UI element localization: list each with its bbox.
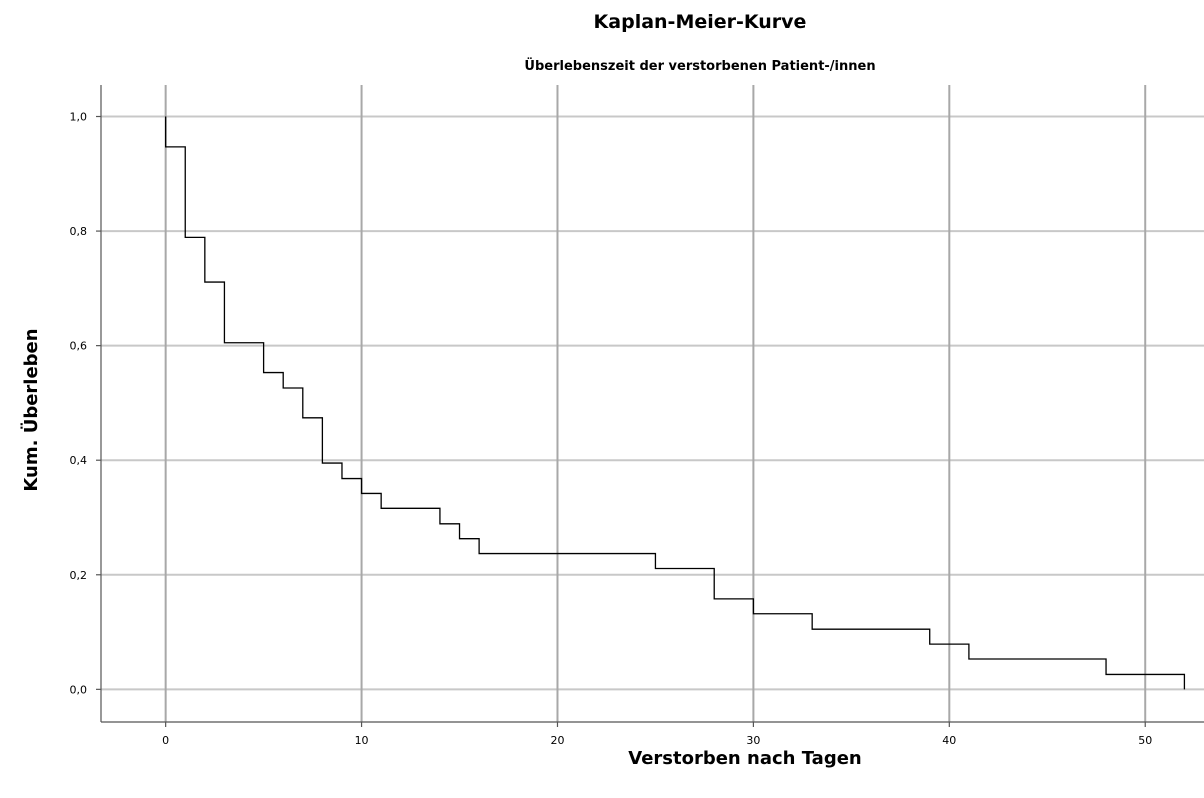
chart-title: Kaplan-Meier-Kurve <box>594 11 807 33</box>
x-tick-label: 0 <box>162 734 169 747</box>
x-tick-label: 20 <box>550 734 564 747</box>
y-tick-label: 0,8 <box>70 225 88 238</box>
chart-subtitle: Überlebenszeit der verstorbenen Patient-… <box>524 58 875 74</box>
survival-curve-0 <box>165 116 1186 690</box>
x-tick-label: 10 <box>355 734 369 747</box>
series-layer <box>165 116 1186 690</box>
y-tick-label: 0,0 <box>70 683 88 696</box>
x-tick-label: 40 <box>942 734 956 747</box>
grid <box>101 85 1204 722</box>
x-tick-label: 50 <box>1138 734 1152 747</box>
tick-labels: 0,0 0,2 0,4 0,6 0,8 1,0 0 10 20 30 40 50 <box>70 111 1153 747</box>
y-tick-label: 0,2 <box>70 569 88 582</box>
x-tick-label: 30 <box>746 734 760 747</box>
y-tick-label: 1,0 <box>70 111 88 124</box>
x-axis-label: Verstorben nach Tagen <box>628 748 862 769</box>
y-axis-label: Kum. Überleben <box>20 328 42 491</box>
y-tick-label: 0,6 <box>70 340 88 353</box>
axes <box>96 85 1204 727</box>
y-tick-label: 0,4 <box>70 454 88 467</box>
